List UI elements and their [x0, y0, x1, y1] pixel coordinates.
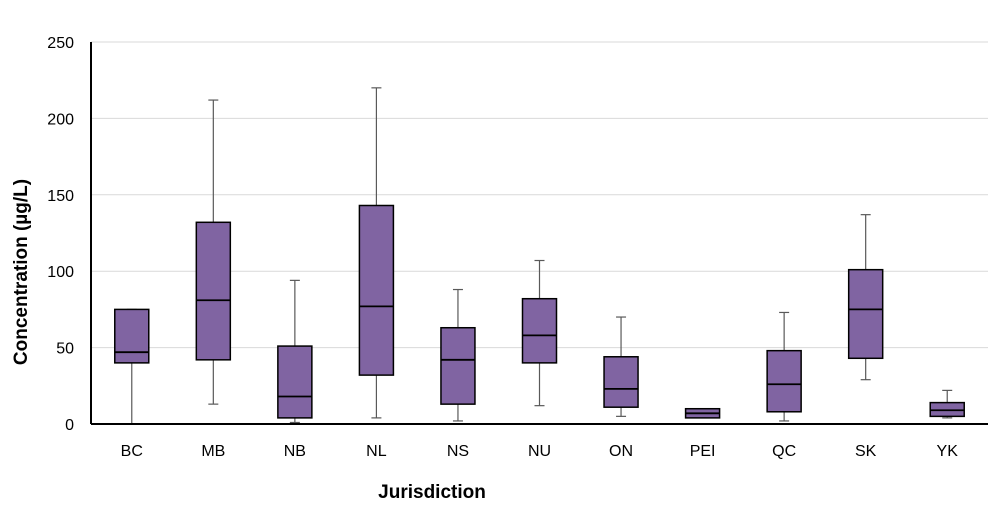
iqr-box: [521, 297, 558, 364]
gridlines: [91, 41, 988, 349]
x-tick-label-qc: QC: [772, 443, 796, 460]
x-tick-label-nu: NU: [528, 443, 551, 460]
box-qc: [766, 311, 802, 422]
axes: [90, 42, 988, 425]
iqr-box: [277, 345, 313, 419]
box-nu: [521, 259, 558, 407]
y-tick-label: 0: [65, 417, 74, 434]
box-bc: [114, 308, 150, 425]
x-tick-label-ns: NS: [447, 443, 469, 460]
x-axis-ticks: BC MB NB NL NS NU ON PEI QC SK YK: [121, 443, 959, 460]
y-axis-ticks: 0 50 100 150 200 250: [47, 35, 74, 434]
box-yk: [929, 389, 965, 419]
x-tick-label-nb: NB: [284, 443, 306, 460]
box-nb: [277, 279, 313, 424]
x-tick-label-pei: PEI: [690, 443, 716, 460]
y-tick-label: 200: [47, 111, 74, 128]
iqr-box: [440, 326, 476, 405]
box-pei: [684, 407, 721, 419]
y-tick-label: 50: [56, 341, 74, 358]
y-tick-label: 150: [47, 188, 74, 205]
box-on: [603, 316, 639, 417]
x-axis-title: Jurisdiction: [378, 482, 486, 503]
x-tick-label-yk: YK: [937, 443, 959, 460]
box-ns: [440, 288, 476, 422]
x-tick-label-nl: NL: [366, 443, 387, 460]
box-mb: [195, 99, 232, 405]
y-axis-title: Concentration (µg/L): [11, 179, 32, 365]
iqr-box: [358, 204, 395, 376]
x-tick-label-sk: SK: [855, 443, 877, 460]
y-tick-label: 250: [47, 35, 74, 52]
iqr-box: [847, 268, 884, 360]
iqr-box: [114, 308, 150, 364]
x-tick-label-mb: MB: [201, 443, 225, 460]
iqr-box: [766, 349, 802, 413]
boxes: [114, 87, 965, 425]
y-tick-label: 100: [47, 264, 74, 281]
x-tick-label-on: ON: [609, 443, 633, 460]
box-nl: [358, 87, 395, 419]
x-tick-label-bc: BC: [121, 443, 143, 460]
box-sk: [847, 214, 884, 381]
iqr-box: [195, 221, 232, 361]
iqr-box: [603, 356, 639, 408]
